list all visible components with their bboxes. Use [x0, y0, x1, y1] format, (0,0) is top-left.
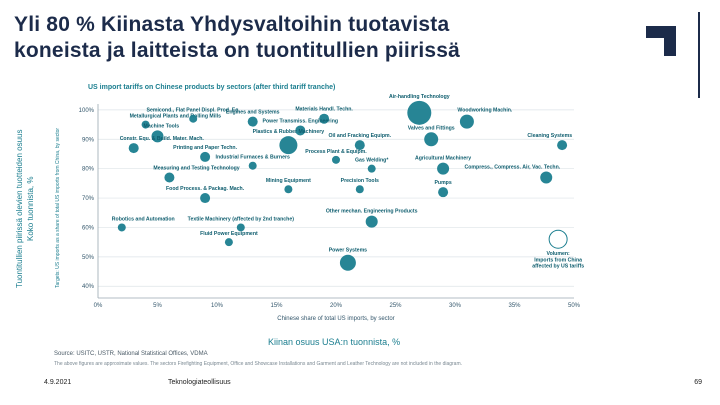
legend-bubble	[548, 229, 568, 249]
chart-bubble	[557, 140, 568, 151]
footer-company: Teknologiateollisuus	[168, 379, 231, 386]
bubble-label: Gas Welding*	[355, 158, 389, 164]
bubble-label: Valves and Fittings	[408, 125, 455, 131]
chart-bubble	[459, 114, 474, 129]
source-line: Source: USITC, USTR, National Statistica…	[54, 351, 208, 357]
x-axis-label-finnish: Kiinan osuus USA:n tuonnista, %	[268, 337, 401, 347]
chart-bubble	[117, 223, 126, 232]
y-axis-label-finnish: Tuontitullien piirissä olevien tuotteide…	[14, 90, 36, 328]
bubble-label: Robotics and Automation	[112, 216, 175, 222]
chart-bubble	[151, 130, 164, 143]
bubble-chart: US import tariffs on Chinese products by…	[52, 84, 600, 338]
chart-bubble	[354, 140, 365, 151]
footer-page-number: 69	[694, 379, 702, 386]
bubble-label: Other mechan. Engineering Products	[326, 209, 418, 215]
chart-bubble	[424, 132, 439, 147]
y-tick-label: 40%	[82, 284, 95, 290]
chart-bubble	[540, 171, 553, 184]
y-tick-label: 80%	[82, 167, 95, 173]
chart-title: US import tariffs on Chinese products by…	[88, 84, 336, 91]
bubble-label: Pumps	[434, 180, 451, 186]
page-title: Yli 80 % Kiinasta Yhdysvaltoihin tuotavi…	[14, 12, 614, 63]
bubble-label: Constr. Equ. & Build. Mater. Mach.	[120, 136, 205, 142]
chart-bubble	[224, 238, 233, 247]
chart-bubble	[319, 113, 330, 124]
x-tick-label: 0%	[94, 303, 103, 309]
header-divider	[698, 12, 700, 98]
bubble-label: Power Systems	[329, 248, 367, 254]
bubble-label: Cleaning Systems	[527, 133, 572, 139]
legend-label: Volumen:	[547, 251, 571, 257]
y-axis-label-line-2: Koko tuonnista, %	[26, 176, 36, 242]
bubble-label: Plastics & Rubber Machinery	[253, 129, 325, 135]
chart-bubble	[407, 100, 432, 125]
x-axis-label-english: Chinese share of total US imports, by se…	[277, 316, 394, 322]
bubble-label: Textile Machinery (affected by 2nd tranc…	[188, 216, 295, 222]
chart-bubble	[355, 185, 364, 194]
title-line-2: koneista ja laitteista on tuontitullien …	[14, 38, 461, 62]
y-tick-label: 60%	[82, 225, 95, 231]
chart-bubble	[284, 185, 293, 194]
x-tick-label: 35%	[508, 303, 521, 309]
footer-date: 4.9.2021	[44, 379, 72, 386]
title-line-1: Yli 80 % Kiinasta Yhdysvaltoihin tuotavi…	[14, 13, 450, 36]
bubble-label: Metallurgical Plants and Rolling Mills	[130, 114, 221, 120]
x-tick-label: 50%	[568, 303, 581, 309]
chart-bubble	[200, 151, 211, 162]
chart-bubble	[236, 223, 245, 232]
bubble-label: Printing and Paper Techn.	[173, 145, 237, 151]
bubble-label: Mining Equipment	[266, 178, 311, 184]
chart-bubble	[200, 193, 211, 204]
teknologiateollisuus-logo	[646, 26, 676, 56]
chart-bubble	[367, 164, 376, 173]
y-tick-label: 100%	[79, 108, 95, 114]
y-tick-label: 90%	[82, 137, 95, 143]
y-tick-label: 50%	[82, 255, 95, 261]
chart-plot-area: 100% 90% 80% 70% 60% 50% 40% 0% 5% 10% 15% 20% 25% 30…	[68, 94, 585, 337]
chart-bubble	[141, 120, 150, 129]
bubble-label: Oil and Fracking Equipm.	[329, 133, 392, 139]
chart-bubble	[332, 155, 340, 164]
bubble-label: Fluid Power Equipment	[200, 231, 258, 237]
y-tick-label: 70%	[82, 196, 95, 202]
bubble-label: Food Process. & Packag. Mach.	[166, 186, 245, 192]
bubble-label: Machine Tools	[144, 123, 180, 129]
legend-label: Imports from China	[534, 257, 582, 263]
bubble-label: Measuring and Testing Technology	[153, 165, 239, 171]
chart-bubble	[164, 172, 175, 183]
chart-bubble	[189, 114, 198, 123]
bubble-label: Precision Tools	[341, 178, 379, 184]
y-axis-label-line-1: Tuontitullien piirissä olevien tuotteide…	[15, 129, 24, 289]
x-tick-label: 25%	[389, 303, 402, 309]
bubble-label: Engines and Systems	[226, 110, 280, 116]
bubble-label: Agricultural Machinery	[415, 156, 471, 162]
chart-plot-svg: 100% 90% 80% 70% 60% 50% 40% 0% 5% 10% 15% 20% 25% 30…	[79, 94, 585, 322]
bubble-label: Industrial Furnaces & Burners	[216, 155, 290, 161]
chart-bubble	[339, 254, 356, 271]
chart-bubble	[438, 187, 449, 198]
chart-bubble	[128, 143, 139, 154]
chart-bubble	[365, 215, 378, 228]
bubble-label: Semicond., Flat Panel Displ. Prod. Eq.	[146, 108, 240, 114]
bubble-label: Process Plant & Equipm.	[305, 149, 367, 155]
footnote-line: The above figures are approximate values…	[54, 361, 463, 367]
chart-bubble	[295, 125, 306, 136]
x-tick-label: 10%	[211, 303, 224, 309]
bubble-label: Materials Handl. Techn.	[295, 107, 353, 113]
chart-inner-axis-note: Targets: US imports as a share of total …	[55, 127, 61, 289]
chart-bubble	[247, 116, 258, 127]
x-tick-label: 5%	[153, 303, 162, 309]
legend-label: affected by US tariffs	[532, 264, 584, 270]
bubble-label: Power Transmiss. Engineering	[263, 118, 339, 124]
bubble-label: Compress., Compress. Air, Vac. Techn.	[465, 164, 561, 170]
x-tick-label: 30%	[449, 303, 462, 309]
chart-bubble	[279, 136, 298, 155]
bubble-label: Woodworking Machin.	[457, 108, 513, 114]
chart-bubble	[248, 161, 257, 170]
x-tick-label: 15%	[270, 303, 283, 309]
bubble-label: Air-handling Technology	[389, 94, 450, 100]
chart-bubble	[437, 162, 450, 175]
x-tick-label: 20%	[330, 303, 343, 309]
